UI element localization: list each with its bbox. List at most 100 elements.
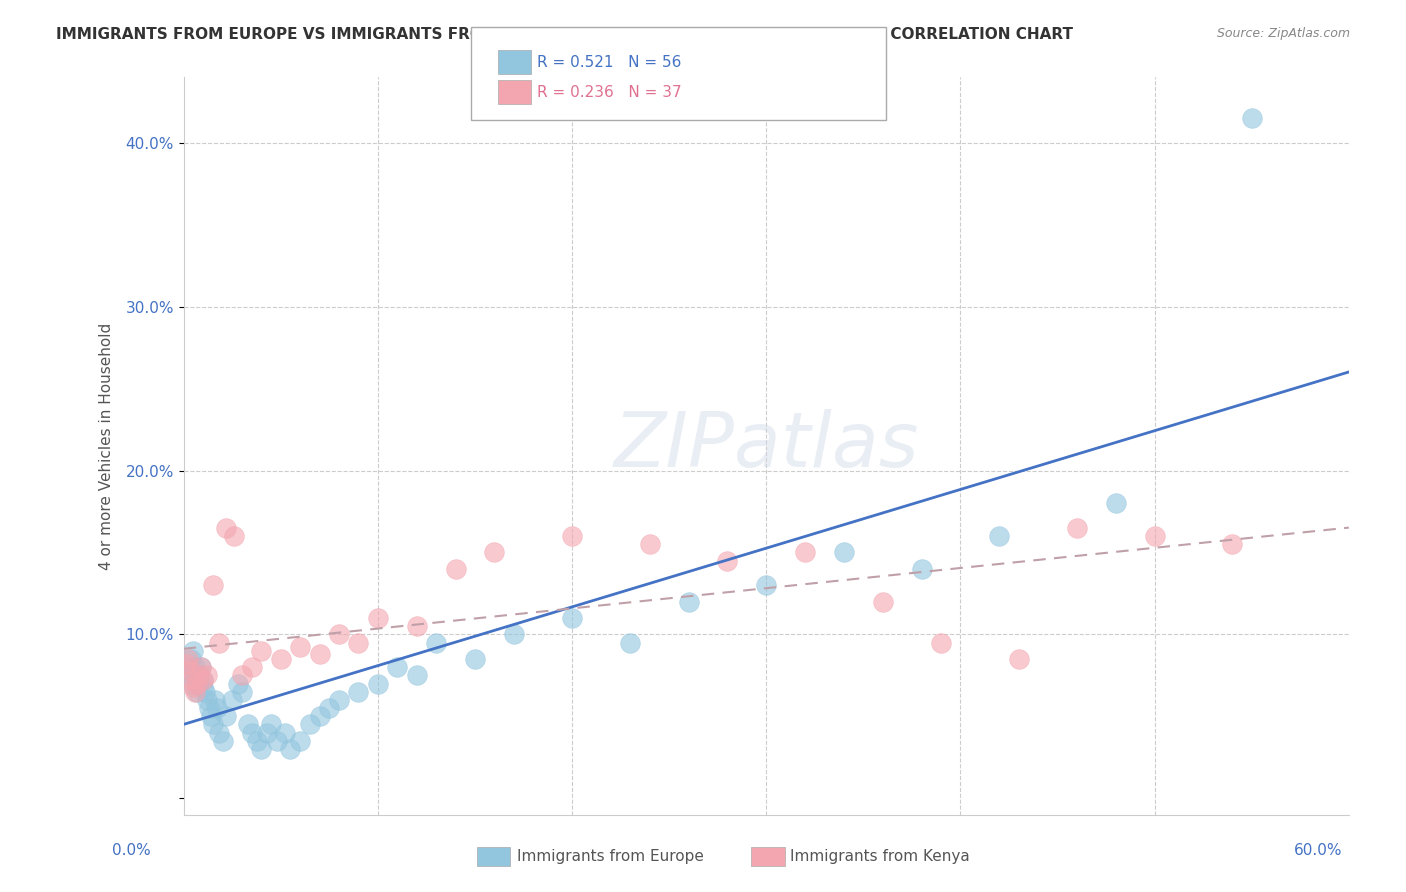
- Point: [308, 709, 330, 723]
- Point: [191, 673, 214, 688]
- Point: [367, 676, 389, 690]
- Point: [215, 521, 238, 535]
- Point: [929, 635, 952, 649]
- Point: [347, 684, 370, 698]
- Point: [174, 657, 197, 671]
- Point: [290, 640, 312, 655]
- Point: [240, 725, 263, 739]
- Point: [1105, 496, 1128, 510]
- Point: [250, 742, 273, 756]
- Point: [260, 717, 283, 731]
- Point: [561, 529, 583, 543]
- Point: [367, 611, 389, 625]
- Point: [318, 701, 340, 715]
- Point: [186, 684, 208, 698]
- Point: [180, 652, 202, 666]
- Point: [194, 684, 217, 698]
- Point: [405, 619, 427, 633]
- Point: [201, 578, 224, 592]
- Point: [183, 680, 205, 694]
- Point: [183, 676, 205, 690]
- Text: 60.0%: 60.0%: [1295, 843, 1343, 858]
- Point: [204, 693, 226, 707]
- Text: R = 0.236   N = 37: R = 0.236 N = 37: [537, 86, 682, 100]
- Point: [502, 627, 524, 641]
- Point: [988, 529, 1011, 543]
- Point: [190, 660, 212, 674]
- Text: ZIPatlas: ZIPatlas: [613, 409, 920, 483]
- Point: [179, 664, 201, 678]
- Point: [638, 537, 661, 551]
- Point: [201, 717, 224, 731]
- Point: [191, 680, 214, 694]
- Point: [200, 709, 222, 723]
- Point: [794, 545, 817, 559]
- Point: [1066, 521, 1088, 535]
- Point: [347, 635, 370, 649]
- Point: [280, 742, 302, 756]
- Point: [198, 701, 221, 715]
- Point: [236, 717, 259, 731]
- Point: [188, 668, 211, 682]
- Point: [215, 709, 238, 723]
- Point: [221, 693, 243, 707]
- Point: [190, 660, 212, 674]
- Point: [240, 660, 263, 674]
- Point: [224, 529, 246, 543]
- Text: R = 0.521   N = 56: R = 0.521 N = 56: [537, 55, 682, 70]
- Point: [208, 725, 231, 739]
- Point: [755, 578, 778, 592]
- Point: [205, 701, 228, 715]
- Point: [183, 644, 205, 658]
- Point: [1143, 529, 1166, 543]
- Point: [208, 635, 231, 649]
- Point: [387, 660, 409, 674]
- Point: [191, 673, 214, 688]
- Point: [425, 635, 447, 649]
- Point: [180, 673, 202, 688]
- Point: [328, 627, 350, 641]
- Point: [444, 562, 467, 576]
- Point: [246, 734, 269, 748]
- Y-axis label: 4 or more Vehicles in Household: 4 or more Vehicles in Household: [100, 322, 114, 570]
- Point: [184, 660, 207, 674]
- Text: Immigrants from Kenya: Immigrants from Kenya: [790, 849, 970, 863]
- Point: [184, 684, 207, 698]
- Point: [179, 660, 201, 674]
- Point: [308, 647, 330, 661]
- Point: [266, 734, 288, 748]
- Point: [256, 725, 278, 739]
- Text: IMMIGRANTS FROM EUROPE VS IMMIGRANTS FROM KENYA 4 OR MORE VEHICLES IN HOUSEHOLD : IMMIGRANTS FROM EUROPE VS IMMIGRANTS FRO…: [56, 27, 1073, 42]
- Point: [270, 652, 292, 666]
- Point: [273, 725, 295, 739]
- Point: [872, 594, 894, 608]
- Point: [619, 635, 641, 649]
- Point: [561, 611, 583, 625]
- Point: [188, 668, 211, 682]
- Point: [1008, 652, 1031, 666]
- Text: 0.0%: 0.0%: [112, 843, 152, 858]
- Point: [231, 668, 253, 682]
- Point: [195, 668, 218, 682]
- Point: [1220, 537, 1243, 551]
- Point: [231, 684, 253, 698]
- Point: [184, 668, 207, 682]
- Text: Source: ZipAtlas.com: Source: ZipAtlas.com: [1216, 27, 1350, 40]
- Point: [176, 668, 198, 682]
- Point: [290, 734, 312, 748]
- Point: [211, 734, 233, 748]
- Point: [226, 676, 249, 690]
- Point: [484, 545, 506, 559]
- Point: [176, 652, 198, 666]
- Point: [832, 545, 855, 559]
- Point: [195, 693, 218, 707]
- Point: [1240, 112, 1263, 126]
- Point: [298, 717, 321, 731]
- Point: [910, 562, 932, 576]
- Point: [186, 676, 208, 690]
- Text: Immigrants from Europe: Immigrants from Europe: [517, 849, 704, 863]
- Point: [678, 594, 700, 608]
- Point: [464, 652, 486, 666]
- Point: [405, 668, 427, 682]
- Point: [716, 554, 738, 568]
